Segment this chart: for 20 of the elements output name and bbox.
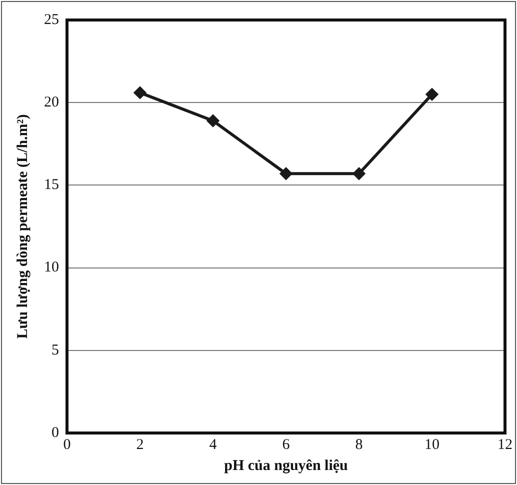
y-axis-title: Lưu lượng dòng permeate (L/h.m²) [14, 114, 31, 339]
point [426, 88, 438, 100]
y-tick-label: 25 [44, 12, 59, 28]
point [353, 168, 365, 180]
y-tick-label: 0 [52, 424, 59, 441]
x-tick-label: 2 [136, 436, 144, 453]
x-tick-label: 12 [498, 436, 512, 453]
x-tick-label: 10 [424, 436, 440, 453]
y-tick-label: 20 [44, 94, 59, 111]
x-tick-label: 6 [282, 436, 290, 453]
point [280, 168, 292, 180]
x-tick-label: 4 [209, 436, 218, 453]
point [207, 114, 219, 127]
y-tick-label: 5 [52, 342, 59, 358]
y-tick-label: 15 [44, 177, 59, 194]
x-tick-label: 8 [355, 436, 363, 453]
x-axis-title: pH của nguyên liệu [224, 458, 348, 474]
y-tick-label: 10 [44, 260, 59, 276]
point [134, 86, 146, 99]
x-tick-label: 0 [63, 436, 71, 453]
